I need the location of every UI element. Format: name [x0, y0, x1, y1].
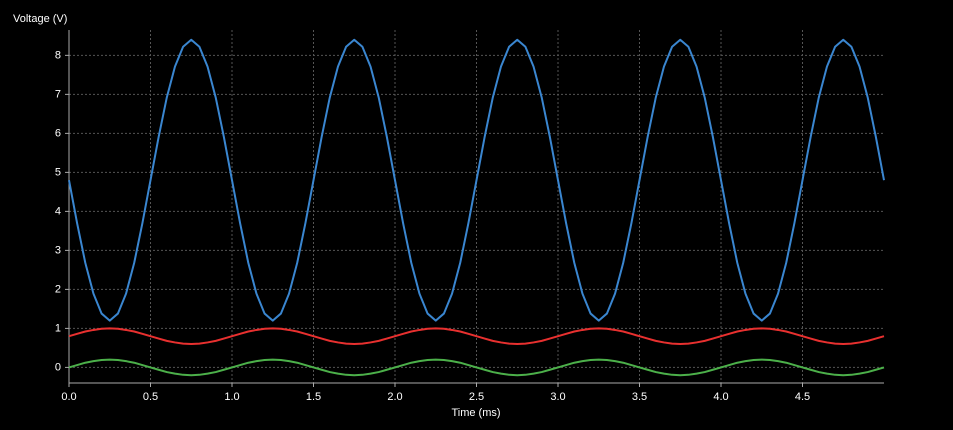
y-tick-label: 8	[55, 49, 61, 61]
y-tick-label: 1	[55, 322, 61, 334]
series-line	[68, 358, 885, 377]
series-line	[68, 38, 885, 322]
x-tick-label: 0.5	[143, 391, 158, 403]
y-axis-title: Voltage (V)	[13, 13, 67, 25]
x-tick-label: 2.0	[387, 391, 402, 403]
x-tick-label: 1.0	[224, 391, 239, 403]
x-tick-label: 2.5	[469, 391, 484, 403]
y-tick-label: 5	[55, 166, 61, 178]
x-tick-label: 4.5	[795, 391, 810, 403]
x-tick-label: 3.0	[550, 391, 565, 403]
y-tick-label: 2	[55, 283, 61, 295]
y-tick-label: 3	[55, 244, 61, 256]
x-tick-label: 0.0	[61, 391, 76, 403]
x-tick-label: 3.5	[632, 391, 647, 403]
x-tick-label: 1.5	[306, 391, 321, 403]
y-tick-label: 0	[55, 361, 61, 373]
series-line	[68, 327, 885, 345]
y-tick-label: 7	[55, 88, 61, 100]
y-tick-label: 6	[55, 127, 61, 139]
y-tick-label: 4	[55, 205, 61, 217]
x-axis-title: Time (ms)	[451, 407, 500, 419]
x-tick-label: 4.0	[713, 391, 728, 403]
